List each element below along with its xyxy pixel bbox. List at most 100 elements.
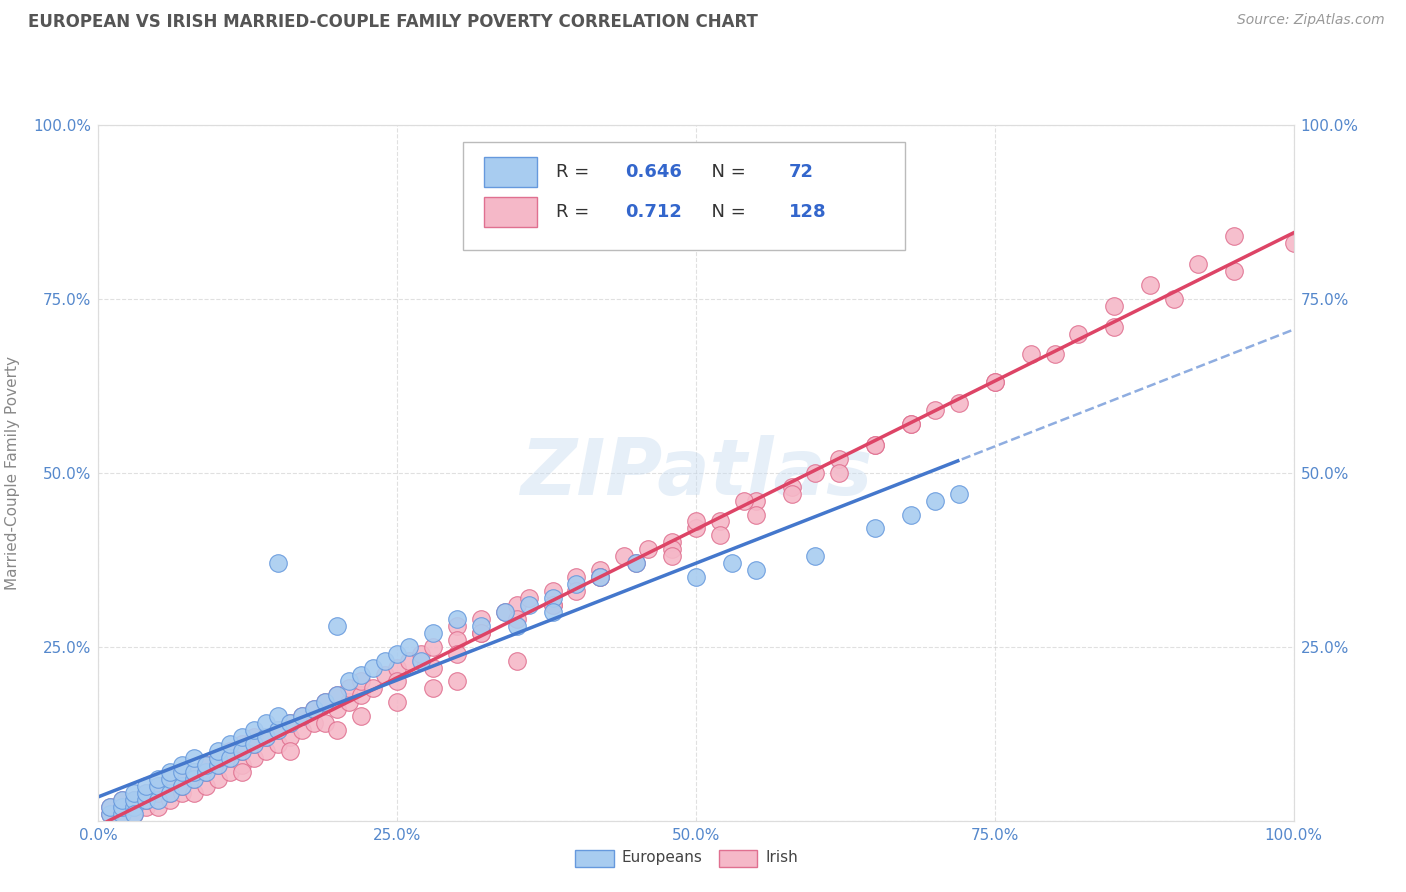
Text: Source: ZipAtlas.com: Source: ZipAtlas.com <box>1237 13 1385 28</box>
Point <box>661 535 683 549</box>
Point <box>350 689 373 703</box>
Point <box>326 689 349 703</box>
Point <box>541 598 564 612</box>
Point <box>1187 257 1209 271</box>
Point <box>172 758 194 772</box>
Point <box>1102 299 1125 313</box>
Point <box>148 779 170 793</box>
Point <box>98 806 122 821</box>
Point <box>159 786 181 800</box>
Point <box>207 758 229 772</box>
Point <box>446 674 468 689</box>
Point <box>194 764 218 779</box>
Point <box>135 793 157 807</box>
Point <box>148 793 170 807</box>
Point <box>411 654 433 668</box>
Point <box>98 806 122 821</box>
Point <box>183 772 205 786</box>
Point <box>291 709 314 723</box>
Point <box>745 493 768 508</box>
Point <box>339 695 360 709</box>
Point <box>541 598 564 612</box>
Point <box>1163 292 1185 306</box>
Point <box>422 681 444 696</box>
Point <box>183 772 205 786</box>
Point <box>506 612 529 626</box>
Point <box>385 660 409 674</box>
Text: Irish: Irish <box>765 850 799 865</box>
Text: R =: R = <box>557 202 600 221</box>
Point <box>243 723 266 738</box>
Point <box>363 681 385 696</box>
Point <box>159 786 181 800</box>
Point <box>1222 229 1246 244</box>
Point <box>124 793 146 807</box>
Point <box>207 744 229 758</box>
Point <box>517 591 540 605</box>
Point <box>219 751 242 765</box>
Point <box>148 772 170 786</box>
Point <box>172 764 194 779</box>
FancyBboxPatch shape <box>718 850 756 866</box>
Point <box>374 667 396 681</box>
Point <box>589 570 612 584</box>
Point <box>1019 347 1042 361</box>
Point <box>315 695 337 709</box>
Point <box>446 632 468 647</box>
Point <box>446 612 468 626</box>
Point <box>172 764 194 779</box>
Point <box>111 793 134 807</box>
Point <box>243 751 266 765</box>
Point <box>124 786 146 800</box>
Point <box>135 799 157 814</box>
Point <box>900 417 922 431</box>
Point <box>194 758 218 772</box>
Point <box>98 799 122 814</box>
Point <box>470 625 492 640</box>
Point <box>135 786 157 800</box>
Point <box>231 758 253 772</box>
Point <box>302 702 325 716</box>
Point <box>863 438 887 452</box>
Point <box>326 619 349 633</box>
Point <box>1282 236 1305 251</box>
Point <box>267 723 290 738</box>
Point <box>267 556 290 570</box>
Point <box>172 779 194 793</box>
Point <box>98 799 122 814</box>
Text: N =: N = <box>700 202 751 221</box>
Point <box>231 730 253 744</box>
Point <box>422 625 444 640</box>
Point <box>637 542 659 557</box>
Point <box>148 786 170 800</box>
Point <box>385 647 409 661</box>
Point <box>219 737 242 751</box>
Point <box>661 542 683 557</box>
FancyBboxPatch shape <box>485 196 537 227</box>
Point <box>207 758 229 772</box>
Point <box>219 744 242 758</box>
Point <box>124 806 146 821</box>
Point <box>1139 277 1161 292</box>
Point <box>470 612 492 626</box>
Point <box>339 681 360 696</box>
Point <box>278 716 301 731</box>
Point <box>422 640 444 654</box>
Point <box>565 570 588 584</box>
Text: 0.646: 0.646 <box>626 163 682 181</box>
Point <box>685 570 707 584</box>
Point <box>411 647 433 661</box>
Y-axis label: Married-Couple Family Poverty: Married-Couple Family Poverty <box>4 356 20 590</box>
Point <box>721 556 744 570</box>
Point <box>231 744 253 758</box>
Point <box>1067 326 1090 341</box>
Point <box>506 619 529 633</box>
Point <box>626 556 648 570</box>
Point <box>243 737 266 751</box>
Point <box>326 689 349 703</box>
Point <box>984 376 1007 390</box>
Point <box>613 549 636 564</box>
FancyBboxPatch shape <box>463 142 905 250</box>
Point <box>124 806 146 821</box>
Point <box>159 764 181 779</box>
